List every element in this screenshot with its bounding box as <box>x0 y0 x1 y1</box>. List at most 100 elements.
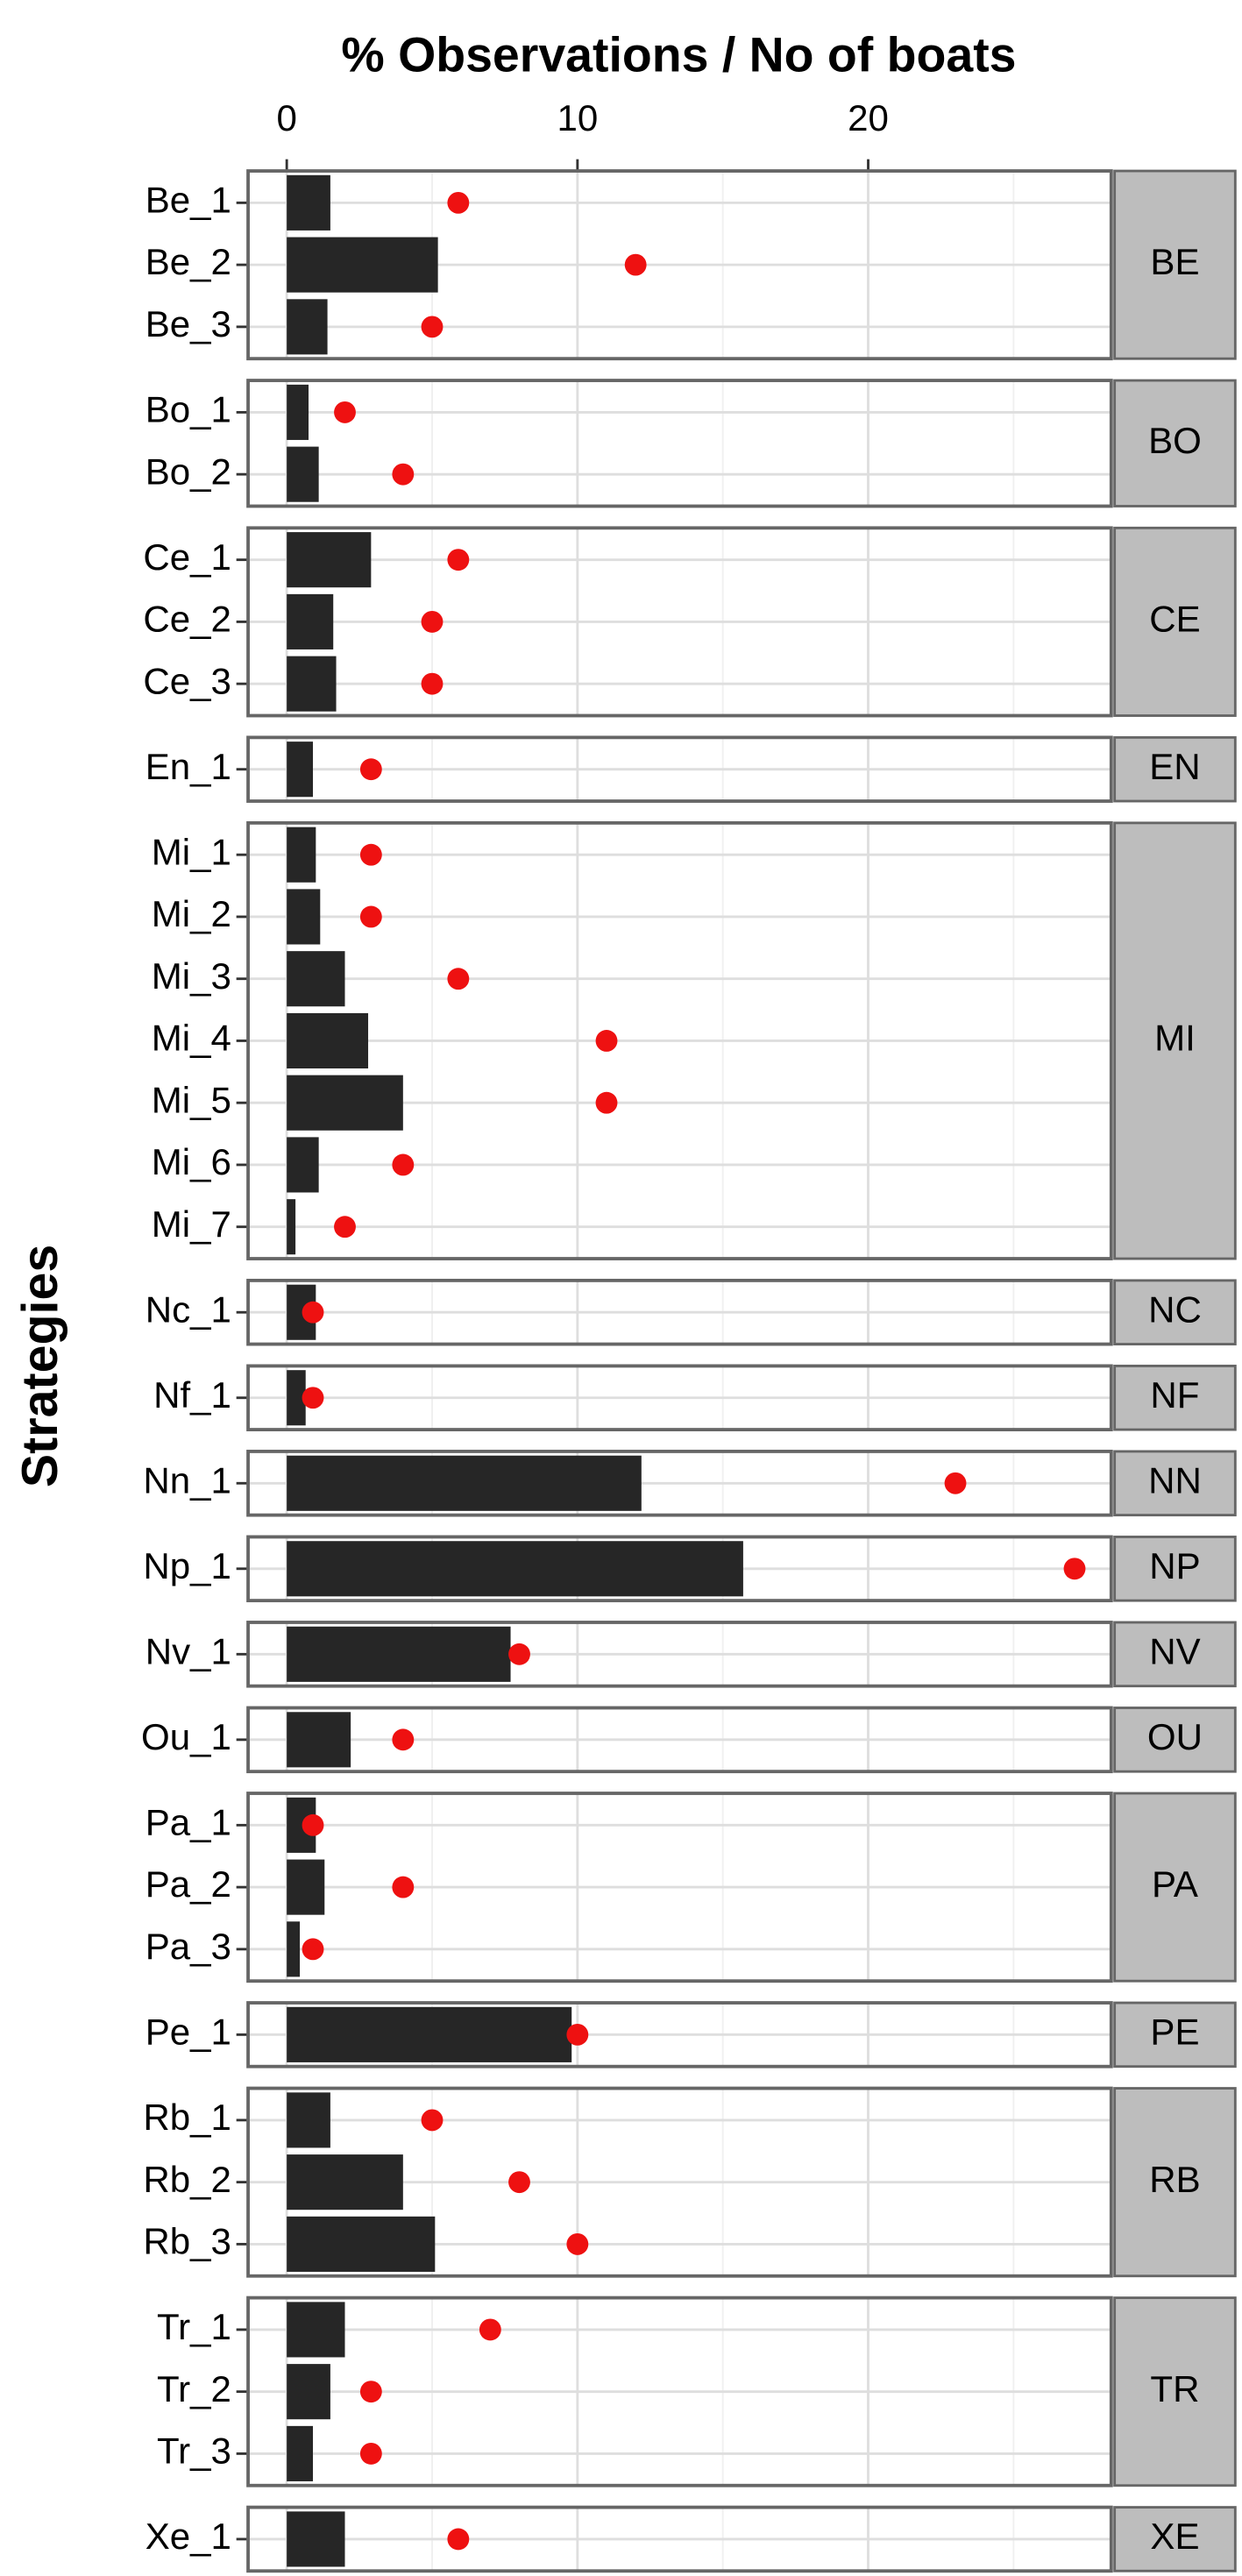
strip-label: PA <box>1152 1863 1198 1905</box>
bar <box>287 889 321 945</box>
bar <box>287 446 319 502</box>
panel-border <box>246 2296 1113 2487</box>
y-tick-label: Mi_7 <box>152 1203 231 1245</box>
strip <box>1113 1621 1237 1688</box>
y-tick-label: Nv_1 <box>145 1630 231 1671</box>
bar <box>287 656 337 712</box>
bar <box>287 2364 330 2420</box>
bar <box>287 1859 325 1915</box>
y-axis-title: Strategies <box>12 1245 68 1487</box>
point <box>302 1387 324 1409</box>
panel-border <box>246 1364 1113 1431</box>
panel-border <box>246 735 1113 803</box>
bar <box>287 593 334 649</box>
strip-label: BE <box>1150 241 1199 282</box>
y-tick-label: Be_1 <box>145 179 231 220</box>
bar <box>287 1370 306 1426</box>
y-tick-label: Bo_1 <box>145 389 231 430</box>
strip <box>1113 821 1237 1260</box>
panel-border <box>246 2505 1113 2573</box>
bar <box>287 1012 369 1069</box>
y-tick-label: Mi_3 <box>152 955 231 997</box>
x-tick-label: 0 <box>276 97 296 138</box>
y-tick-label: Be_2 <box>145 241 231 282</box>
point <box>447 191 470 214</box>
point <box>421 2109 444 2132</box>
strip <box>1113 1536 1237 1602</box>
point <box>359 2442 382 2465</box>
point <box>302 1301 324 1323</box>
strip <box>1113 2087 1237 2278</box>
strip-label: NN <box>1148 1459 1202 1501</box>
strip <box>1113 526 1237 717</box>
point <box>566 2232 589 2255</box>
bar <box>287 299 328 355</box>
y-tick-label: Tr_1 <box>157 2306 231 2347</box>
point <box>566 2023 589 2046</box>
strip <box>1113 735 1237 803</box>
bar <box>287 2092 330 2148</box>
strip-label: RB <box>1149 2159 1200 2200</box>
point <box>421 672 444 695</box>
y-tick-label: Mi_5 <box>152 1079 231 1120</box>
bar <box>287 2302 345 2358</box>
strip-label: EN <box>1149 746 1200 787</box>
point <box>508 2171 530 2194</box>
y-tick-label: Mi_1 <box>152 831 231 872</box>
bar <box>287 237 438 293</box>
strip <box>1113 1450 1237 1517</box>
panel-border <box>246 1706 1113 1774</box>
bar <box>287 2511 345 2567</box>
point <box>508 1643 530 1665</box>
x-tick-label: 20 <box>848 97 889 138</box>
point <box>421 316 444 338</box>
y-tick-label: Rb_1 <box>143 2097 231 2138</box>
point <box>944 1472 967 1494</box>
panel-border <box>246 2001 1113 2069</box>
point <box>359 758 382 781</box>
bar <box>287 2425 314 2481</box>
strip <box>1113 379 1237 507</box>
panel-border <box>246 379 1113 508</box>
bar <box>287 1541 743 1597</box>
y-tick-label: Nn_1 <box>143 1459 231 1501</box>
y-tick-label: Mi_4 <box>152 1018 231 1059</box>
strip <box>1113 1364 1237 1431</box>
point <box>392 463 415 486</box>
bar <box>287 2216 436 2272</box>
panel-border <box>246 1792 1113 1983</box>
bar <box>287 1921 301 1977</box>
y-tick-label: Pa_3 <box>145 1926 231 1967</box>
y-tick-label: Nf_1 <box>153 1374 231 1416</box>
y-tick-label: Xe_1 <box>145 2516 231 2557</box>
y-tick-label: Bo_2 <box>145 451 231 492</box>
point <box>334 1216 356 1238</box>
bar <box>287 532 372 588</box>
point <box>392 1876 415 1898</box>
y-tick-label: Mi_6 <box>152 1141 231 1182</box>
point <box>359 905 382 928</box>
bar <box>287 827 316 883</box>
strip-label: NF <box>1150 1374 1199 1416</box>
point <box>447 2528 470 2551</box>
strip-label: NP <box>1149 1545 1200 1586</box>
strip-label: BO <box>1148 420 1202 461</box>
point <box>334 401 356 423</box>
point <box>595 1091 618 1114</box>
strip <box>1113 1279 1237 1345</box>
point <box>421 610 444 633</box>
y-tick-label: Pe_1 <box>145 2011 231 2052</box>
strip-label: CE <box>1149 599 1200 640</box>
bar <box>287 1712 351 1768</box>
strip-label: PE <box>1150 2011 1199 2052</box>
bar <box>287 2006 572 2062</box>
point <box>479 2318 501 2341</box>
y-tick-label: Pa_2 <box>145 1863 231 1905</box>
y-tick-label: Tr_3 <box>157 2431 231 2472</box>
strip-label: TR <box>1150 2368 1199 2409</box>
bar <box>287 1137 319 1193</box>
panel-border <box>246 1621 1113 1688</box>
strip-label: MI <box>1154 1018 1196 1059</box>
point <box>447 549 470 571</box>
strip-label: XE <box>1150 2516 1199 2557</box>
